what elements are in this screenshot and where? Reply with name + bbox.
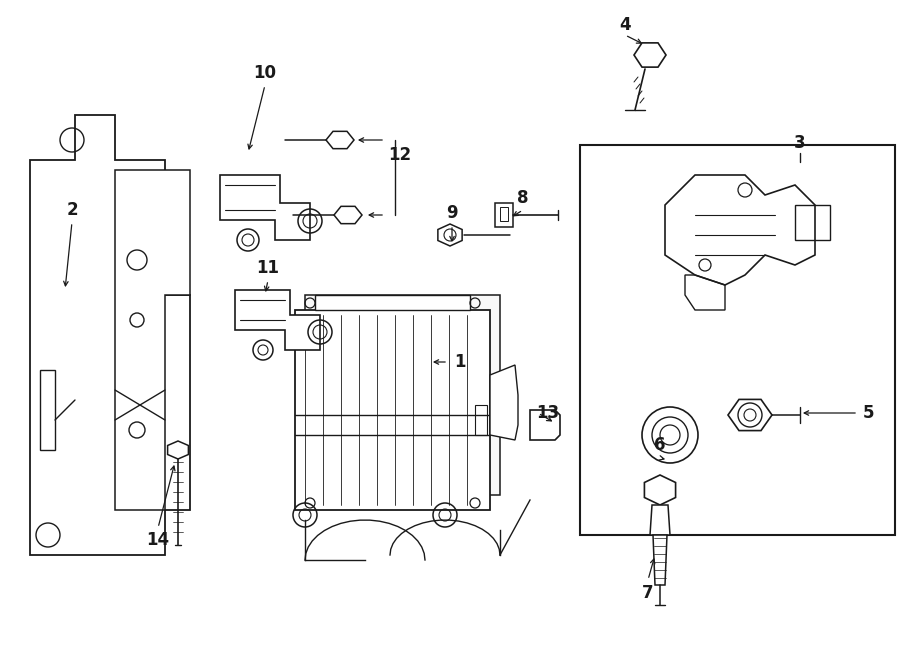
Text: 1: 1 xyxy=(454,353,466,371)
Text: 3: 3 xyxy=(794,134,806,152)
Text: 6: 6 xyxy=(654,436,666,454)
Polygon shape xyxy=(653,535,667,585)
Text: 7: 7 xyxy=(643,584,653,602)
Polygon shape xyxy=(295,310,490,510)
Bar xyxy=(500,207,508,221)
Bar xyxy=(40,370,55,450)
Text: 12: 12 xyxy=(389,146,411,164)
Text: 2: 2 xyxy=(67,201,77,219)
Text: 5: 5 xyxy=(862,404,874,422)
Text: 10: 10 xyxy=(254,64,276,82)
Text: 4: 4 xyxy=(619,16,631,34)
Bar xyxy=(580,145,895,535)
Text: 9: 9 xyxy=(446,204,458,222)
Text: 13: 13 xyxy=(536,404,560,422)
Polygon shape xyxy=(490,365,518,440)
Text: 14: 14 xyxy=(147,531,169,549)
Polygon shape xyxy=(650,505,670,535)
Polygon shape xyxy=(530,410,560,440)
Polygon shape xyxy=(315,295,470,310)
Polygon shape xyxy=(235,290,320,350)
Polygon shape xyxy=(115,170,190,510)
Polygon shape xyxy=(30,115,190,555)
Text: 11: 11 xyxy=(256,259,280,277)
Text: 8: 8 xyxy=(518,189,529,207)
Polygon shape xyxy=(665,175,815,285)
Polygon shape xyxy=(305,295,500,495)
Bar xyxy=(475,405,487,435)
Polygon shape xyxy=(220,175,310,240)
Bar xyxy=(495,203,513,227)
